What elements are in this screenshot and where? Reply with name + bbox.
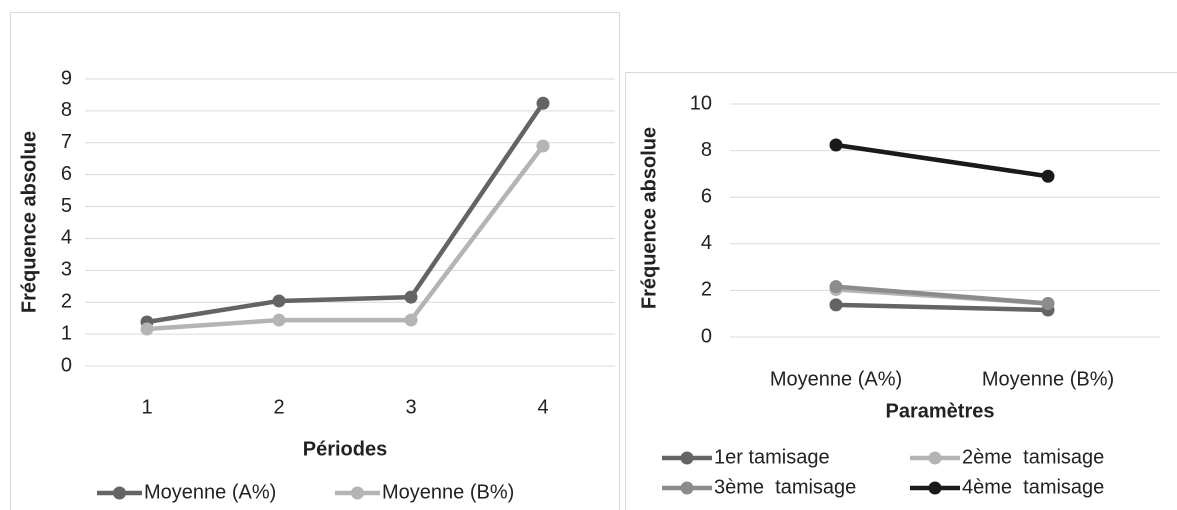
point [140, 322, 154, 336]
y-tick-label: 3 [61, 259, 72, 281]
legend-marker [351, 486, 364, 500]
y-axis-title: Fréquence absolue [638, 127, 660, 309]
legend-label: Moyenne (B%) [382, 481, 514, 503]
y-axis-title: Fréquence absolue [18, 131, 40, 313]
series-line [835, 142, 1049, 179]
legend-label: Moyenne (A%) [144, 481, 276, 503]
x-tick-label: 4 [537, 396, 548, 418]
point [1041, 296, 1055, 310]
legend-marker [928, 451, 942, 465]
y-tick-label: 6 [61, 163, 72, 185]
point [272, 313, 286, 327]
y-tick-label: 8 [61, 99, 72, 121]
y-tick-label: 6 [701, 185, 712, 207]
series-line [146, 144, 545, 332]
point [829, 280, 843, 294]
series-line [146, 101, 545, 325]
y-tick-label: 0 [61, 354, 72, 376]
y-tick-label: 2 [701, 279, 712, 301]
point [1041, 169, 1055, 183]
x-tick-label: 1 [141, 396, 152, 418]
point [829, 298, 843, 312]
y-tick-label: 5 [61, 195, 72, 217]
y-tick-label: 2 [61, 291, 72, 313]
legend-label: 4ème tamisage [962, 476, 1104, 498]
y-tick-label: 10 [690, 92, 712, 114]
x-tick-label: Moyenne (A%) [770, 368, 902, 390]
y-tick-label: 9 [61, 67, 72, 89]
legend-label: 3ème tamisage [714, 476, 856, 498]
point [536, 139, 550, 153]
left-panel [10, 12, 620, 510]
y-tick-label: 4 [701, 232, 712, 254]
y-tick-label: 7 [61, 131, 72, 153]
y-tick-label: 4 [61, 227, 72, 249]
legend-marker [928, 481, 942, 495]
x-tick-label: 2 [273, 396, 284, 418]
point [404, 290, 418, 304]
legend-marker [680, 481, 694, 495]
x-axis-title: Paramètres [886, 400, 995, 422]
point [404, 313, 418, 327]
y-tick-label: 1 [61, 322, 72, 344]
legend-marker [680, 451, 694, 465]
point [536, 96, 550, 110]
y-tick-label: 0 [701, 325, 712, 347]
x-tick-label: 3 [405, 396, 416, 418]
x-tick-label: Moyenne (B%) [982, 368, 1114, 390]
x-axis-title: Périodes [303, 438, 387, 460]
legend-label: 2ème tamisage [962, 446, 1104, 468]
series-line [835, 302, 1049, 313]
point [272, 294, 286, 308]
y-tick-label: 8 [701, 139, 712, 161]
series-line [835, 284, 1049, 306]
legend-marker [113, 486, 126, 500]
point [829, 138, 843, 152]
right-panel [625, 72, 1177, 510]
legend-label: 1er tamisage [714, 446, 830, 468]
